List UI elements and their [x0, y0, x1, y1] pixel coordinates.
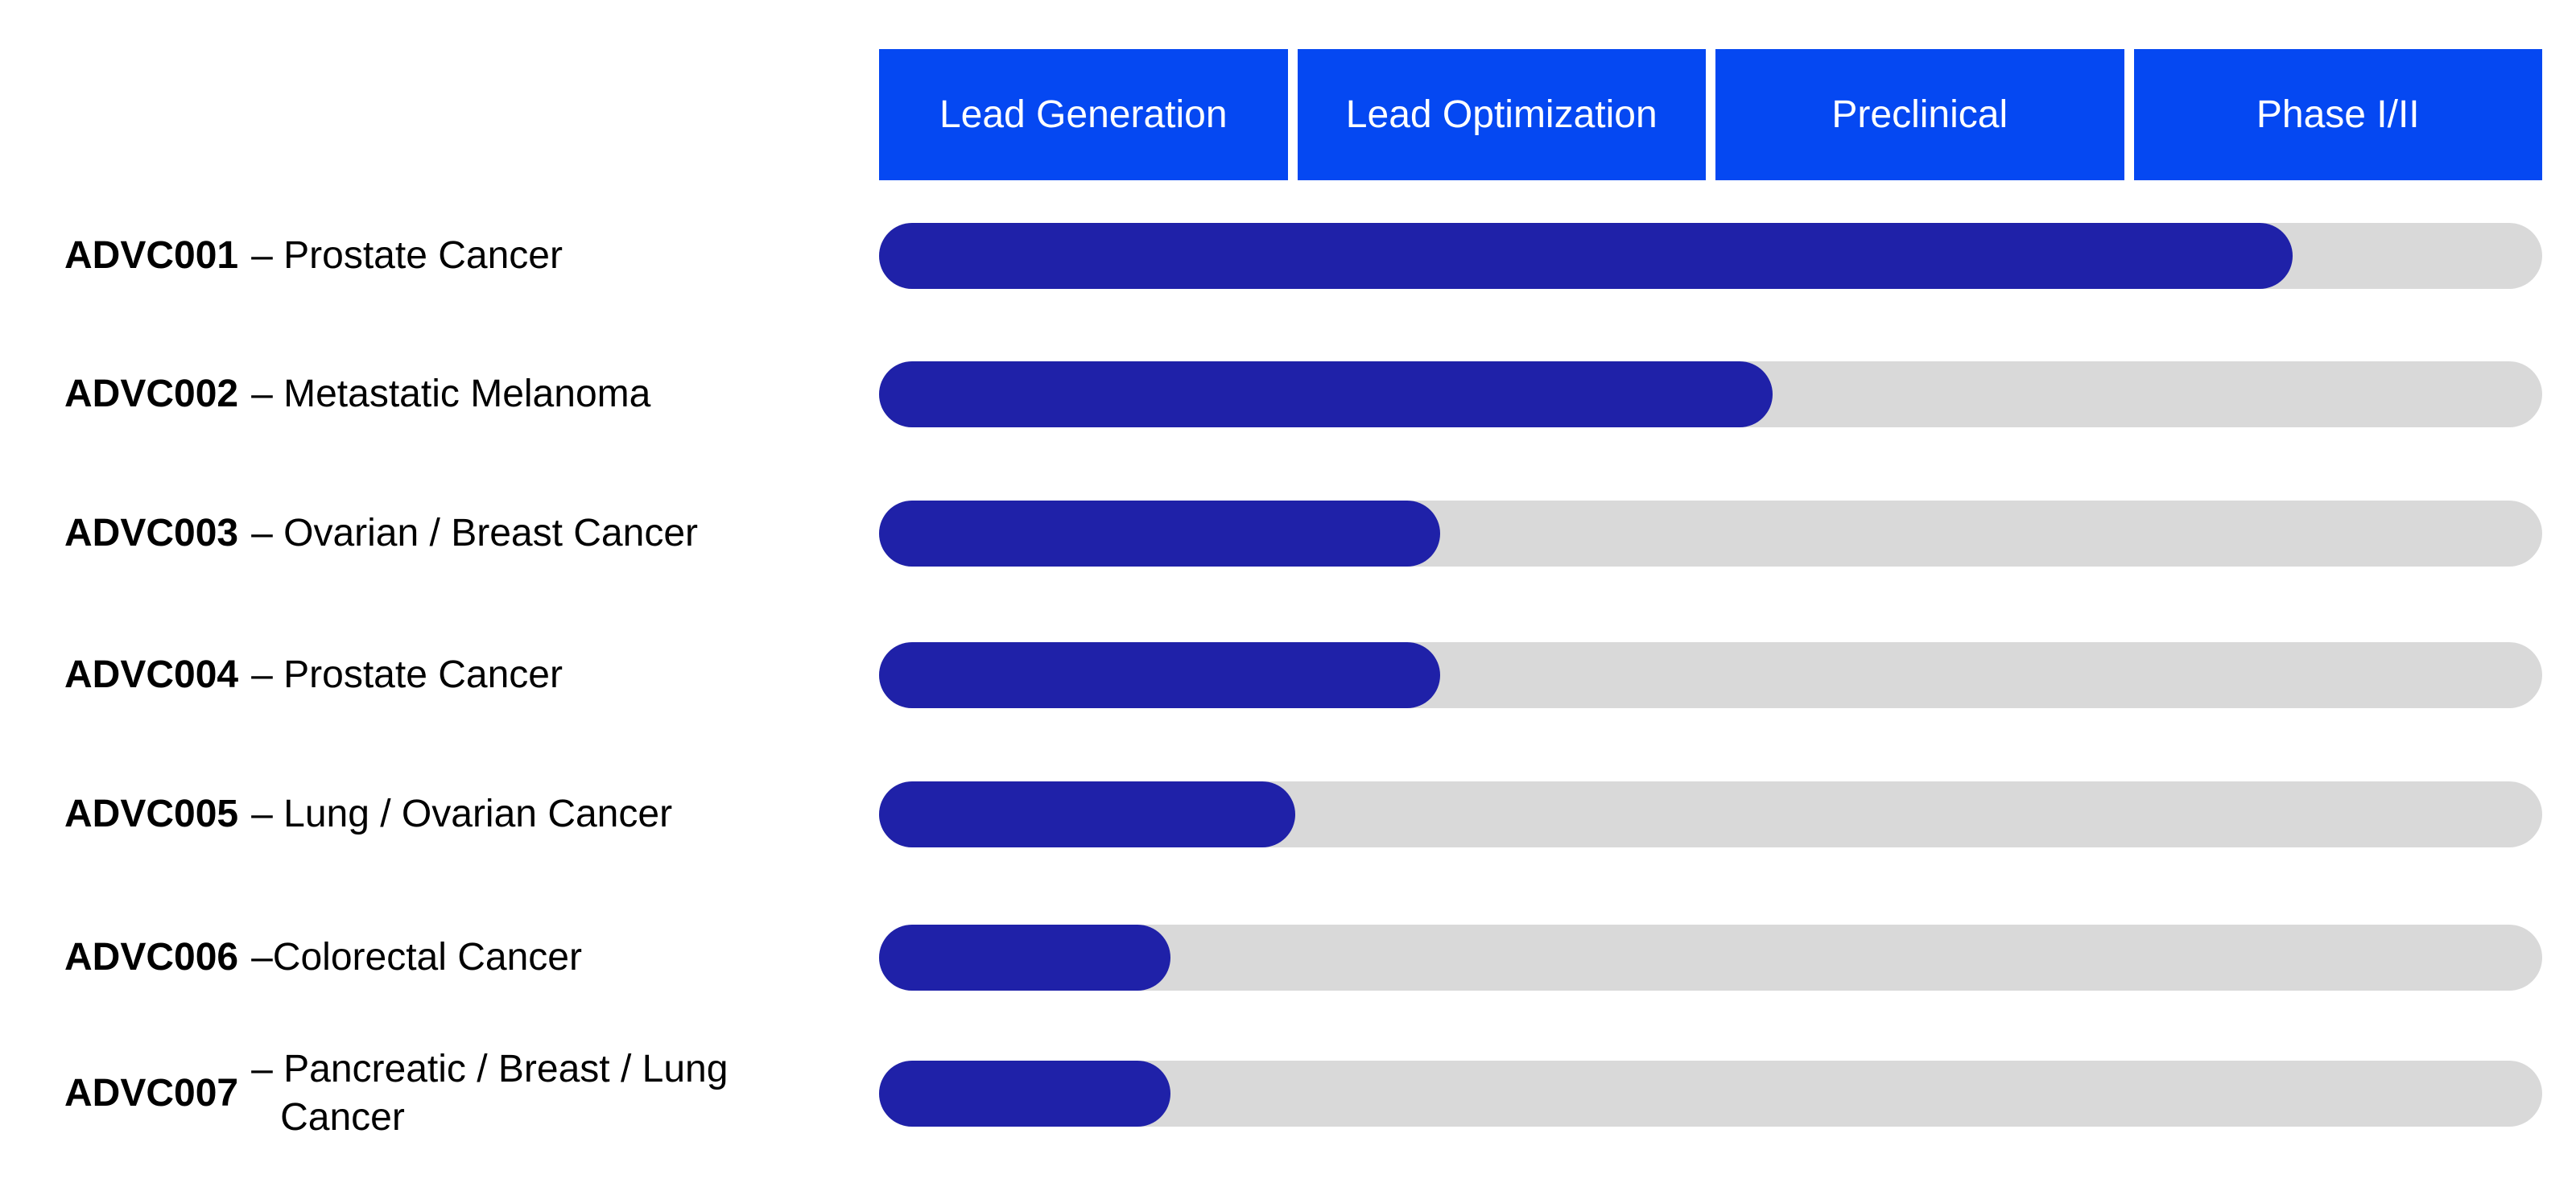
- indication: – Ovarian / Breast Cancer: [251, 512, 698, 554]
- progress-bar: [879, 781, 1295, 847]
- row-label: ADVC003 – Ovarian / Breast Cancer: [64, 509, 869, 558]
- progress-bar: [879, 642, 1441, 708]
- compound-code: ADVC002: [64, 373, 239, 415]
- phase-header: Lead Optimization: [1297, 49, 1706, 180]
- progress-bar: [879, 361, 1773, 427]
- progress-bar: [879, 925, 1170, 991]
- compound-code: ADVC004: [64, 653, 239, 696]
- row-label: ADVC002 – Metastatic Melanoma: [64, 370, 869, 418]
- row-label: ADVC004 – Prostate Cancer: [64, 651, 869, 699]
- row-label: ADVC001 – Prostate Cancer: [64, 232, 869, 280]
- indication: – Pancreatic / Breast / Lung Cancer: [251, 1048, 729, 1139]
- indication: –Colorectal Cancer: [251, 936, 582, 979]
- indication: – Metastatic Melanoma: [251, 373, 651, 415]
- compound-code: ADVC007: [64, 1072, 239, 1115]
- phase-header: Preclinical: [1715, 49, 2124, 180]
- phase-header: Phase I/II: [2133, 49, 2542, 180]
- compound-code: ADVC006: [64, 936, 239, 979]
- indication: – Prostate Cancer: [251, 653, 563, 696]
- progress-bar: [879, 223, 2293, 289]
- compound-code: ADVC003: [64, 512, 239, 554]
- row-label: ADVC005 – Lung / Ovarian Cancer: [64, 790, 869, 839]
- indication: – Prostate Cancer: [251, 234, 563, 277]
- phase-header: Lead Generation: [879, 49, 1288, 180]
- progress-bar: [879, 1061, 1170, 1127]
- row-label: ADVC007 – Pancreatic / Breast / Lung Canc…: [64, 1045, 869, 1142]
- compound-code: ADVC001: [64, 234, 239, 277]
- indication: – Lung / Ovarian Cancer: [251, 793, 673, 835]
- progress-bar: [879, 501, 1441, 567]
- row-label: ADVC006 –Colorectal Cancer: [64, 934, 869, 982]
- compound-code: ADVC005: [64, 793, 239, 835]
